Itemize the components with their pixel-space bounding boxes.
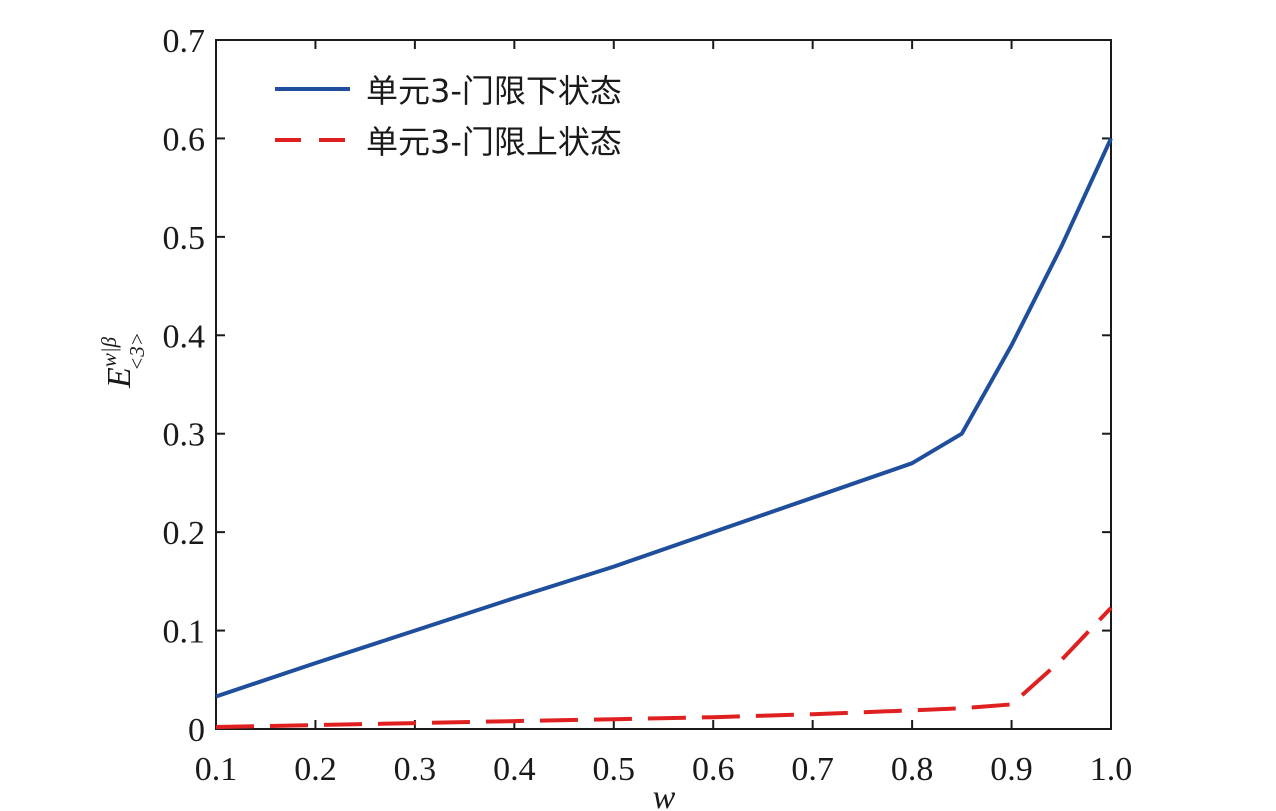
y-tick-label: 0.7	[163, 23, 206, 60]
series-line-1	[215, 606, 1113, 729]
x-tick-label: 0.9	[990, 751, 1033, 788]
y-tick-label: 0.1	[163, 614, 206, 651]
y-axis-title-subscript: <3>	[125, 332, 149, 371]
x-tick-label: 0.3	[394, 751, 437, 788]
x-tick-label: 0.4	[493, 751, 536, 788]
legend-label-series-1: 单元3-门限上状态	[366, 123, 622, 161]
y-tick-label: 0.6	[163, 121, 206, 158]
y-axis-title-superscript: w|β	[97, 336, 121, 367]
svg-text:Ew|β<3>: Ew|β <3>	[97, 332, 149, 389]
y-tick-label: 0.5	[163, 220, 206, 257]
legend-label-series-0: 单元3-门限下状态	[366, 72, 622, 110]
series-layer	[215, 137, 1113, 729]
y-tick-label: 0	[188, 712, 205, 749]
y-tick-label: 0.2	[163, 515, 206, 552]
x-tick-label: 0.8	[891, 751, 934, 788]
legend: 单元3-门限下状态 单元3-门限上状态	[275, 72, 622, 161]
x-tick-label: 0.2	[294, 751, 337, 788]
x-tick-label: 0.1	[195, 751, 238, 788]
x-axis-ticks: 0.1 0.2 0.3 0.4 0.5 0.6 0.7 0.8 0.9 1.0	[195, 40, 1133, 788]
y-tick-label: 0.4	[163, 318, 206, 355]
series-line-0	[215, 137, 1113, 699]
y-axis-title: Ew|β <3>	[97, 332, 149, 389]
y-tick-label: 0.3	[163, 417, 206, 454]
plot-frame	[215, 39, 1112, 730]
y-axis-title-base: E	[101, 367, 138, 389]
x-tick-label: 0.7	[791, 751, 834, 788]
x-axis-title: w	[653, 779, 676, 811]
x-tick-label: 0.6	[692, 751, 735, 788]
plot-border	[215, 39, 1112, 730]
x-tick-label: 1.0	[1090, 751, 1133, 788]
y-axis-ticks: 0 0.1 0.2 0.3 0.4 0.5 0.6 0.7	[163, 23, 1111, 749]
x-tick-label: 0.5	[593, 751, 636, 788]
